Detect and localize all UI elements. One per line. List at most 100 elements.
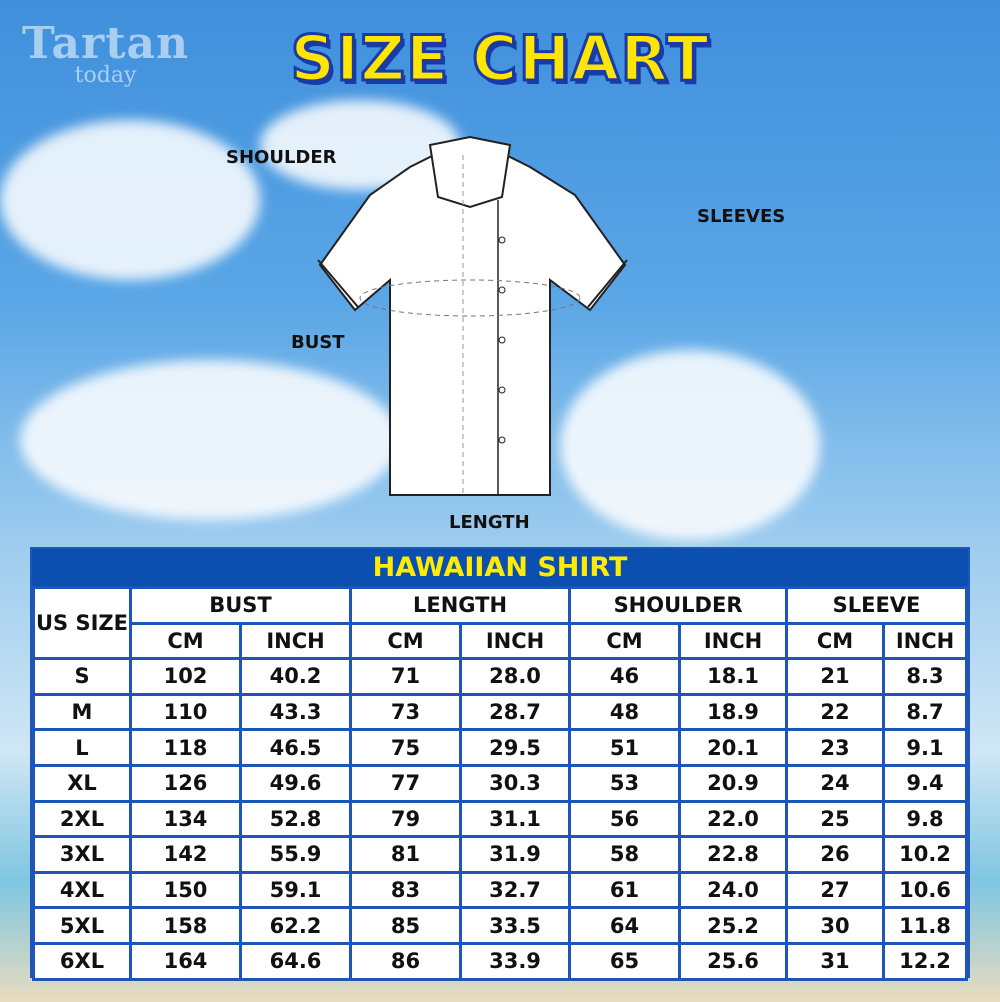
value-cell: 8.3 [882,657,968,696]
value-cell: 142 [129,835,242,874]
value-cell: 18.9 [678,692,789,732]
value-cell: 75 [349,728,463,767]
value-cell: 27 [785,870,886,910]
header-unit: INCH [882,621,968,661]
value-cell: 52.8 [238,799,353,839]
value-cell: 53 [568,763,682,803]
value-cell: 158 [129,906,242,945]
value-cell: 134 [129,799,242,839]
shirt-diagram [317,135,628,496]
size-table: HAWAIIAN SHIRT US SIZE BUST LENGTH SHOUL… [30,547,970,981]
value-cell: 150 [129,870,242,910]
value-cell: 40.2 [238,657,353,696]
value-cell: 9.4 [882,763,968,803]
value-cell: 110 [129,692,242,732]
value-cell: 22.8 [678,835,789,874]
table-row: 5XL 158 62.2 85 33.5 64 25.2 30 11.8 [32,906,968,945]
value-cell: 30 [785,906,886,945]
table-row: 6XL 164 64.6 86 33.9 65 25.6 31 12.2 [32,941,968,981]
table-row: L 118 46.5 75 29.5 51 20.1 23 9.1 [32,728,968,767]
value-cell: 33.5 [459,906,572,945]
value-cell: 56 [568,799,682,839]
value-cell: 8.7 [882,692,968,732]
value-cell: 9.1 [882,728,968,767]
header-unit: CM [349,621,463,661]
value-cell: 12.2 [882,941,968,981]
value-cell: 46 [568,657,682,696]
value-cell: 25.2 [678,906,789,945]
value-cell: 118 [129,728,242,767]
value-cell: 46.5 [238,728,353,767]
size-cell: 4XL [32,870,132,910]
header-bust: BUST [128,586,353,625]
size-cell: 5XL [32,906,132,945]
value-cell: 26 [785,835,886,874]
cloud [0,120,260,280]
size-cell: 6XL [32,941,132,981]
header-unit: INCH [678,621,789,661]
value-cell: 48 [568,692,682,732]
size-cell: M [32,692,132,732]
value-cell: 31 [785,941,886,981]
value-cell: 10.2 [882,835,968,874]
value-cell: 21 [785,657,886,696]
value-cell: 81 [349,835,463,874]
value-cell: 64 [568,906,682,945]
value-cell: 18.1 [678,657,789,696]
value-cell: 64.6 [238,941,353,981]
cloud [560,350,820,540]
table-row: M 110 43.3 73 28.7 48 18.9 22 8.7 [32,692,968,732]
value-cell: 11.8 [882,906,968,945]
size-cell: 3XL [32,835,132,874]
header-unit: INCH [238,621,353,661]
logo-text: Tartan [22,18,190,69]
value-cell: 61 [568,870,682,910]
header-unit: CM [129,621,242,661]
header-us-size: US SIZE [32,585,132,661]
value-cell: 86 [349,941,463,981]
value-cell: 79 [349,799,463,839]
value-cell: 30.3 [459,763,572,803]
value-cell: 51 [568,728,682,767]
value-cell: 20.9 [678,763,789,803]
value-cell: 28.0 [459,657,572,696]
label-sleeves: SLEEVES [697,206,786,227]
size-cell: L [32,728,132,767]
header-length: LENGTH [349,586,572,625]
value-cell: 25.6 [678,941,789,981]
logo-watermark: Tartan today [22,18,189,88]
size-cell: S [32,657,132,696]
value-cell: 9.8 [882,799,968,839]
table-title: HAWAIIAN SHIRT [32,549,968,586]
header-unit: CM [568,621,682,661]
value-cell: 10.6 [882,870,968,910]
header-unit: CM [785,621,886,661]
table-row: S 102 40.2 71 28.0 46 18.1 21 8.3 [32,657,968,696]
table-row: XL 126 49.6 77 30.3 53 20.9 24 9.4 [32,763,968,803]
value-cell: 24.0 [678,870,789,910]
label-shoulder: SHOULDER [226,147,337,168]
table-row: 2XL 134 52.8 79 31.1 56 22.0 25 9.8 [32,799,968,839]
header-unit: INCH [459,621,572,661]
value-cell: 32.7 [459,870,572,910]
value-cell: 28.7 [459,692,572,732]
value-cell: 23 [785,728,886,767]
value-cell: 58 [568,835,682,874]
value-cell: 62.2 [238,906,353,945]
value-cell: 33.9 [459,941,572,981]
value-cell: 43.3 [238,692,353,732]
value-cell: 25 [785,799,886,839]
value-cell: 102 [129,657,242,696]
value-cell: 71 [349,657,463,696]
value-cell: 164 [129,941,242,981]
table-row: 4XL 150 59.1 83 32.7 61 24.0 27 10.6 [32,870,968,910]
value-cell: 31.1 [459,799,572,839]
value-cell: 31.9 [459,835,572,874]
value-cell: 22 [785,692,886,732]
value-cell: 22.0 [678,799,789,839]
value-cell: 49.6 [238,763,353,803]
value-cell: 65 [568,941,682,981]
value-cell: 126 [129,763,242,803]
header-shoulder: SHOULDER [568,586,789,625]
value-cell: 77 [349,763,463,803]
